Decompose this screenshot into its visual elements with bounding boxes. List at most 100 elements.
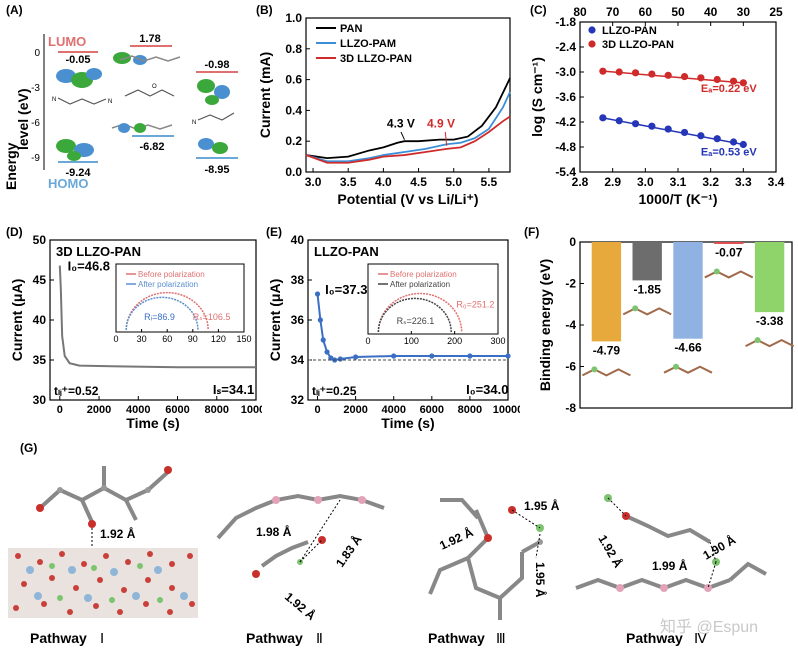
xtick-label-b: 4.0	[375, 175, 392, 189]
panel-a-figure: (A) Energy level (eV) 0 -3 -6 -9 LUMO HO…	[3, 3, 238, 191]
annotation-c-ea2: Eₐ=0.53 eV	[701, 146, 757, 158]
lumo-value-3: -0.98	[204, 59, 229, 71]
bar-label-f-4: -3.38	[756, 314, 784, 328]
ytick-label-f: 0	[569, 235, 576, 249]
atom-n-2: N	[108, 99, 112, 105]
xlabel-c: 1000/T (K⁻¹)	[639, 191, 718, 207]
xtick-label-d: 4000	[126, 404, 150, 416]
data-point-c	[697, 74, 705, 82]
orbital-homo-2	[111, 123, 173, 133]
legend-label-c: 3D LLZO-PAN	[602, 39, 674, 51]
annotation-t-d: tₗᵢ⁺=0.52	[54, 384, 99, 398]
fit-line-c-0	[602, 70, 744, 84]
legend-marker-c	[588, 40, 596, 48]
data-point-e	[467, 353, 473, 359]
panel-label-a: (A)	[6, 3, 23, 17]
bar-f-0	[591, 242, 622, 342]
watermark: 知乎 @Espun	[660, 618, 758, 636]
inset-arc-before-e	[377, 292, 463, 333]
data-point-c	[664, 125, 672, 133]
data-point-c	[729, 138, 738, 146]
xtick-label-c: 3.1	[670, 175, 687, 189]
top-tick-label-c: 30	[737, 5, 751, 19]
xtick-label-b: 5.5	[481, 175, 498, 189]
molecule-pathway-3	[428, 498, 544, 620]
chart-title-e: LLZO-PAN	[314, 244, 379, 259]
bar-f-3	[714, 242, 744, 244]
ytick-label-d: 40	[33, 313, 47, 327]
xtick-label-e: 2000	[343, 404, 367, 416]
panel-g: (G) 1.92 Å Pat	[0, 438, 798, 665]
xlabel-d: Time (s)	[126, 415, 179, 431]
annotation-t-e: tₗᵢ⁺=0.25	[312, 384, 357, 398]
legend-label-b: PAN	[340, 23, 362, 35]
orbital-lumo-2	[113, 52, 181, 65]
distance-p2-3: 1.92 Å	[282, 589, 319, 623]
atom-n-1: N	[52, 97, 56, 103]
ytick-label-b: 1.0	[285, 11, 302, 25]
ytick-label-b: 0.8	[285, 42, 302, 56]
bar-label-f-1: -1.85	[634, 282, 662, 296]
panel-label-c: (C)	[530, 3, 547, 17]
data-point-e	[505, 353, 511, 359]
orbital-homo-1	[56, 139, 94, 161]
xtick-label-c: 3.4	[768, 175, 785, 189]
data-point-e	[314, 291, 321, 297]
inset-legend-before-e: Before polarization	[390, 270, 457, 279]
inset-legend-after-e: After polarization	[390, 280, 450, 289]
ytick-label-e: 34	[291, 353, 305, 367]
series-line-b-0	[305, 77, 511, 160]
distance-p1-1: 1.92 Å	[100, 526, 136, 541]
ytick-label-c: -3.6	[555, 90, 576, 104]
legend-marker-c	[588, 26, 596, 34]
bar-label-f-3: -0.07	[715, 245, 743, 259]
data-point-c	[739, 79, 747, 87]
xtick-label-c: 2.8	[572, 175, 589, 189]
data-point-e	[353, 354, 359, 360]
ylabel-b: Current (mA)	[257, 52, 273, 138]
ytick-label-b: 0.4	[285, 103, 302, 117]
xtick-label-c: 3.0	[637, 175, 654, 189]
annotation-is-e: I₀=34.0	[466, 382, 508, 397]
data-point-e	[391, 353, 397, 359]
xtick-label-b: 3.0	[305, 175, 322, 189]
atom-o-1: O	[152, 84, 157, 90]
inset-xtick-label-e: 0	[365, 336, 370, 346]
molecule-2-structure	[124, 89, 175, 97]
atom-n-3: N	[192, 120, 196, 126]
li-atom-f-4	[754, 337, 761, 344]
annotation-b-43v: 4.3 V	[387, 116, 415, 130]
annotation-i0-e: I₀=37.3	[325, 282, 367, 297]
data-point-c	[713, 75, 721, 84]
data-point-c	[729, 77, 738, 85]
data-point-e	[320, 337, 326, 343]
xtick-label-c: 2.9	[604, 175, 621, 189]
xtick-label-b: 3.5	[340, 175, 357, 189]
ytick-label-b: 0.0	[285, 165, 302, 179]
lumo-value-2: 1.78	[139, 33, 160, 45]
series-line-b-1	[305, 91, 511, 163]
distance-p2-2: 1.83 Å	[332, 532, 365, 570]
xtick-label-d: 2000	[87, 404, 111, 416]
plot-frame-b	[305, 17, 511, 173]
ytick-label-e: 32	[291, 393, 305, 407]
data-point-c	[680, 72, 689, 81]
inset-label-1-e: R₀=251.2	[456, 299, 494, 309]
ylabel-e: Current (μA)	[267, 279, 283, 361]
llzo-slab	[8, 548, 198, 618]
ytick-a-2: -6	[31, 118, 40, 129]
xtick-label-c: 3.3	[735, 175, 752, 189]
inset-legend-before-d: Before polarization	[138, 270, 205, 279]
legend-label-b: LLZO-PAM	[340, 38, 396, 50]
pathway-4-label: Pathway	[626, 630, 683, 646]
panel-b: (B) 3.0 3.5 4.0 4.5 5.0 5.5 0.0 0.2 0.4 0.6 0.8 1.0…	[248, 0, 518, 215]
panel-label-b: (B)	[256, 3, 273, 17]
inset-frame-e	[367, 263, 499, 335]
xtick-label-b: 4.5	[410, 175, 427, 189]
annotation-is-d: Iₛ=34.1	[213, 382, 254, 397]
ytick-label-f: -6	[565, 360, 576, 374]
data-point-c	[648, 70, 656, 78]
ylabel-d: Current (μA)	[9, 279, 25, 361]
molecule-sketch-f-3	[704, 270, 754, 279]
bar-label-f-2: -4.66	[674, 341, 702, 355]
